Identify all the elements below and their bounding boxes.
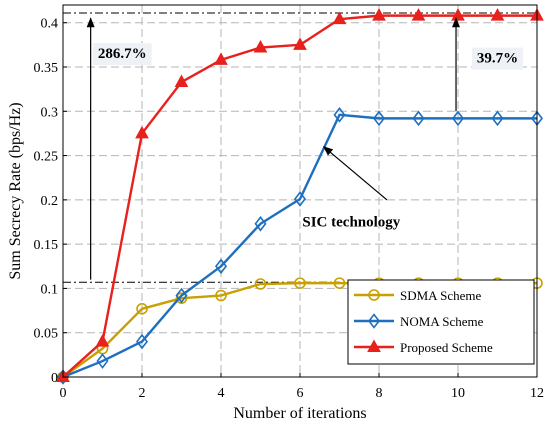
- legend-marker: [368, 289, 380, 301]
- data-point: [372, 8, 386, 21]
- tick-labels: 0 2 4 6 8 10 12 0 0.05 0.1 0.15 0.2 0.25 0.3 0.35 0.4: [34, 17, 545, 401]
- series-line: [62, 113, 537, 379]
- data-point: [174, 74, 189, 88]
- gain-over-sdma-label: 286.7%: [98, 46, 147, 62]
- series-diamond: [56, 107, 544, 385]
- data-point: [293, 191, 307, 207]
- arrows-layer: [86, 17, 461, 280]
- x-tick-label: 10: [451, 386, 465, 401]
- x-tick-label: 8: [376, 386, 383, 401]
- gain-over-noma-label: 39.7%: [477, 51, 518, 67]
- x-tick-label: 2: [139, 386, 146, 401]
- y-axis-label: Sum Secrecy Rate (bps/Hz): [7, 102, 24, 279]
- annotation-box: [471, 47, 524, 70]
- data-point: [332, 11, 347, 25]
- legend-label: Proposed Scheme: [400, 340, 493, 355]
- data-point: [333, 277, 346, 289]
- y-tick-label: 0.35: [34, 61, 59, 76]
- data-point: [372, 110, 386, 127]
- data-point: [411, 8, 426, 21]
- data-point: [412, 110, 425, 127]
- annotations-layer: 286.7% 39.7% SIC technology: [92, 43, 524, 230]
- legend-item: NOMA Scheme: [354, 313, 484, 329]
- series-triangle: [56, 8, 544, 382]
- y-tick-label: 0.2: [41, 194, 59, 209]
- data-point: [175, 287, 188, 304]
- x-tick-label: 6: [297, 386, 304, 401]
- x-tick-label: 12: [530, 386, 544, 401]
- data-point: [95, 334, 110, 347]
- data-point: [451, 110, 465, 127]
- data-point: [215, 289, 227, 302]
- data-point: [293, 37, 307, 50]
- data-point: [135, 333, 149, 350]
- legend-label: NOMA Scheme: [400, 314, 484, 329]
- sic-technology-label: SIC technology: [302, 214, 400, 230]
- y-tick-label: 0: [51, 371, 58, 386]
- legend: SDMA Scheme NOMA Scheme Proposed Scheme: [347, 279, 535, 365]
- legend-item: SDMA Scheme: [354, 288, 481, 303]
- legend-label: SDMA Scheme: [400, 288, 481, 303]
- y-tick-label: 0.4: [41, 17, 59, 32]
- grid: [63, 5, 537, 377]
- data-point: [254, 215, 267, 232]
- y-tick-label: 0.1: [41, 282, 59, 297]
- data-point: [214, 258, 228, 275]
- data-point: [491, 110, 504, 127]
- data-point: [136, 302, 148, 315]
- annotation-box: [92, 43, 152, 66]
- data-point: [254, 278, 267, 290]
- x-tick-label: 0: [60, 386, 67, 401]
- sic-technology-arrow: [322, 146, 388, 201]
- legend-marker: [367, 313, 381, 329]
- legend-marker: [367, 339, 381, 352]
- data-point: [214, 52, 228, 65]
- data-point: [253, 39, 268, 53]
- x-tick-label: 4: [218, 386, 225, 401]
- data-point: [135, 125, 149, 139]
- data-point: [333, 107, 346, 123]
- x-axis-label: Number of iterations: [233, 405, 366, 422]
- y-tick-label: 0.05: [34, 327, 59, 342]
- data-point: [96, 353, 109, 369]
- y-tick-label: 0.3: [41, 105, 59, 120]
- y-tick-label: 0.15: [34, 238, 59, 253]
- legend-item: Proposed Scheme: [354, 339, 493, 355]
- data-point: [490, 8, 505, 21]
- y-tick-label: 0.25: [34, 150, 59, 165]
- data-point: [294, 277, 306, 289]
